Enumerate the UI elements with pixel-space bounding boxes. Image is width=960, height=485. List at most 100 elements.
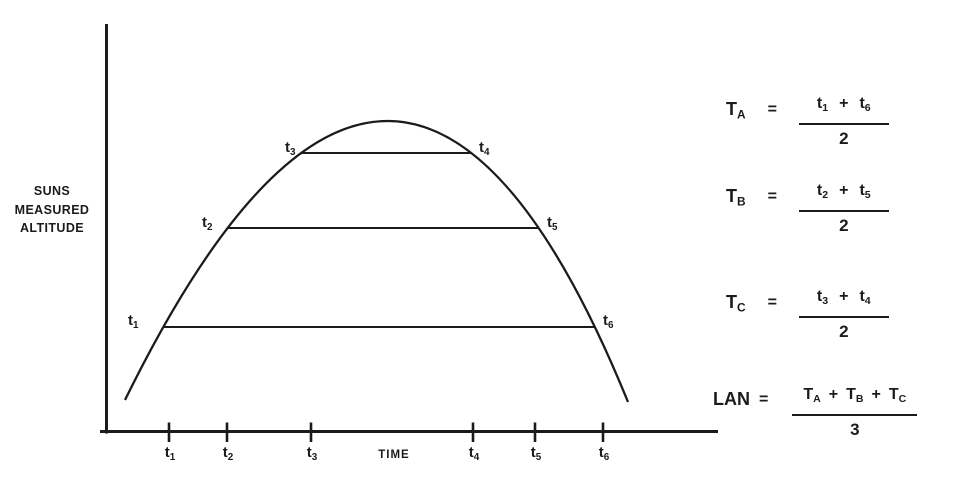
fraction-denominator: 2 bbox=[839, 322, 849, 342]
label-base: T bbox=[726, 99, 737, 119]
label-base: t bbox=[859, 288, 865, 305]
term-t6: t6 bbox=[859, 94, 870, 118]
formula-lhs-tc: TC bbox=[726, 292, 746, 315]
fraction-numerator: t2 + t5 bbox=[798, 181, 889, 213]
label-sub: 3 bbox=[311, 451, 318, 463]
label-base: t bbox=[202, 214, 207, 231]
label-base: LAN bbox=[713, 389, 750, 409]
label-sub: 5 bbox=[552, 221, 558, 233]
plus-sign: + bbox=[839, 288, 849, 305]
formula-tb: TB = t2 + t5 2 bbox=[726, 181, 889, 236]
label-base: t bbox=[816, 288, 823, 305]
x-tick-label-t5: t5 bbox=[531, 444, 542, 463]
y-axis-label-line1: SUNS bbox=[33, 184, 71, 198]
fraction-numerator: TA + TB + TC bbox=[792, 385, 918, 417]
label-base: t bbox=[598, 444, 604, 461]
label-base: t bbox=[547, 214, 552, 231]
label-sub: 4 bbox=[864, 295, 871, 308]
label-sub: 1 bbox=[822, 102, 829, 115]
label-base: t bbox=[816, 182, 823, 199]
chord-endpoint-label-t3: t3 bbox=[285, 139, 296, 161]
formula-lhs-lan: LAN bbox=[713, 389, 750, 412]
term-t3: t3 bbox=[817, 287, 828, 311]
term-t5: t5 bbox=[859, 181, 870, 205]
label-sub: 3 bbox=[822, 295, 829, 308]
fraction: t2 + t5 2 bbox=[798, 181, 889, 236]
term-t2: t2 bbox=[817, 181, 828, 205]
label-base: t bbox=[816, 95, 823, 112]
chord-endpoint-label-t2: t2 bbox=[202, 214, 213, 236]
label-sub: A bbox=[813, 393, 821, 406]
x-tick-label-t4: t4 bbox=[469, 444, 480, 463]
chord-endpoint-label-t5: t5 bbox=[547, 214, 558, 236]
label-base: t bbox=[468, 444, 474, 461]
label-sub: 6 bbox=[864, 102, 871, 115]
label-base: t bbox=[859, 95, 865, 112]
fraction-denominator: 2 bbox=[839, 216, 849, 236]
label-sub: 2 bbox=[227, 451, 234, 463]
formula-lhs-tb: TB bbox=[726, 186, 746, 209]
chord-endpoint-label-t6: t6 bbox=[603, 312, 614, 334]
plus-sign: + bbox=[839, 95, 849, 112]
fraction-numerator: t1 + t6 bbox=[798, 94, 889, 126]
label-base: t bbox=[222, 444, 228, 461]
label-sub: 1 bbox=[169, 451, 176, 463]
sun-altitude-curve bbox=[123, 119, 630, 403]
label-base: T bbox=[803, 386, 814, 403]
chord-endpoint-label-t1: t1 bbox=[128, 312, 139, 334]
equals-sign: = bbox=[767, 188, 777, 205]
label-sub: C bbox=[898, 393, 907, 406]
label-base: t bbox=[603, 312, 608, 329]
label-base: T bbox=[846, 386, 856, 403]
fraction-numerator: t3 + t4 bbox=[798, 287, 889, 319]
label-sub: 6 bbox=[608, 319, 614, 331]
x-tick-label-t2: t2 bbox=[223, 444, 234, 463]
label-sub: 3 bbox=[290, 146, 296, 158]
label-sub: A bbox=[737, 107, 746, 122]
plus-sign: + bbox=[828, 386, 839, 403]
label-sub: 2 bbox=[822, 189, 829, 202]
label-base: T bbox=[726, 292, 737, 312]
label-sub: 4 bbox=[484, 146, 490, 158]
y-axis-label: SUNS MEASURED ALTITUDE bbox=[4, 182, 100, 238]
label-base: t bbox=[530, 444, 536, 461]
label-base: t bbox=[479, 139, 484, 156]
plus-sign: + bbox=[839, 182, 849, 199]
term-tc: TC bbox=[889, 385, 906, 409]
formula-ta: TA = t1 + t6 2 bbox=[726, 94, 889, 149]
y-axis-label-line3: ALTITUDE bbox=[19, 221, 85, 235]
label-sub: B bbox=[737, 194, 746, 209]
formula-lan: LAN = TA + TB + TC 3 bbox=[713, 385, 918, 440]
x-tick-label-t3: t3 bbox=[307, 444, 318, 463]
label-base: t bbox=[285, 139, 290, 156]
term-tb: TB bbox=[846, 385, 863, 409]
fraction-denominator: 3 bbox=[850, 420, 860, 440]
plus-sign: + bbox=[871, 386, 881, 403]
term-ta: TA bbox=[803, 385, 820, 409]
fraction: t3 + t4 2 bbox=[798, 287, 889, 342]
x-tick-label-t1: t1 bbox=[165, 444, 176, 463]
fraction: t1 + t6 2 bbox=[798, 94, 889, 149]
fraction: TA + TB + TC 3 bbox=[792, 385, 918, 440]
x-tick-label-t6: t6 bbox=[599, 444, 610, 463]
label-sub: 5 bbox=[535, 451, 542, 463]
label-sub: 4 bbox=[473, 451, 480, 463]
term-t1: t1 bbox=[817, 94, 828, 118]
y-axis-label-line2: MEASURED bbox=[14, 202, 90, 217]
label-base: t bbox=[164, 444, 170, 461]
label-base: T bbox=[726, 186, 737, 206]
label-base: t bbox=[306, 444, 312, 461]
equals-sign: = bbox=[759, 391, 769, 408]
label-sub: B bbox=[855, 393, 864, 406]
equals-sign: = bbox=[767, 294, 777, 311]
label-sub: 6 bbox=[603, 451, 610, 463]
label-sub: 1 bbox=[133, 319, 139, 331]
term-t4: t4 bbox=[859, 287, 870, 311]
label-sub: 2 bbox=[207, 221, 213, 233]
equals-sign: = bbox=[767, 101, 777, 118]
label-sub: 5 bbox=[864, 189, 871, 202]
label-base: t bbox=[859, 182, 865, 199]
formula-lhs-ta: TA bbox=[726, 99, 746, 122]
